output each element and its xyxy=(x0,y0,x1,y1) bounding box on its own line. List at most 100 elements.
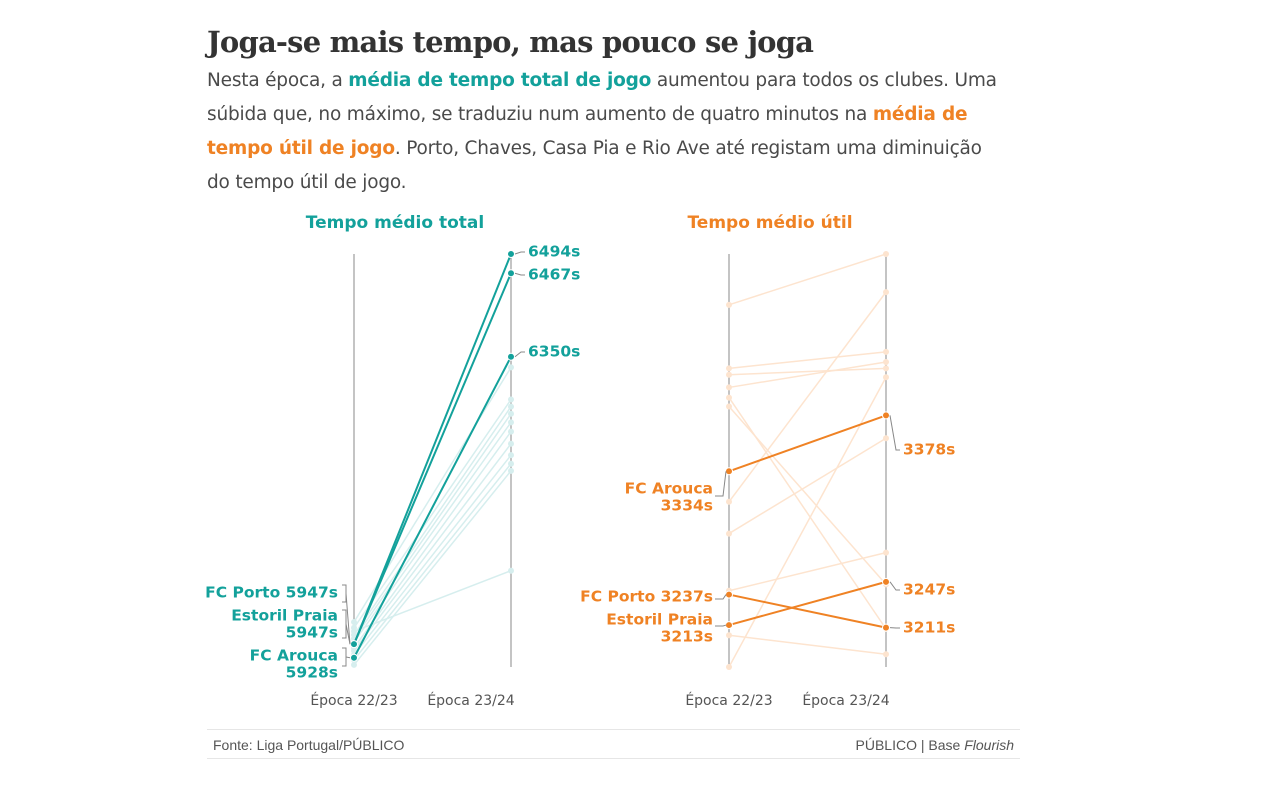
start-label: 3213s xyxy=(661,628,713,646)
start-label: 5928s xyxy=(286,664,338,682)
series-point xyxy=(883,289,889,296)
label-connector xyxy=(889,581,900,591)
series-point-highlight xyxy=(882,623,890,632)
label-connector xyxy=(715,594,727,600)
label-connector xyxy=(345,623,351,645)
series-line xyxy=(353,406,512,636)
series-point xyxy=(508,396,514,403)
series-point xyxy=(508,467,514,474)
series-line-highlight xyxy=(728,414,887,473)
label-connector xyxy=(514,351,525,358)
series-point xyxy=(883,359,889,366)
series-point xyxy=(726,301,732,308)
header: Joga-se mais tempo, mas pouco se joga Ne… xyxy=(207,22,1020,200)
series-point xyxy=(351,661,357,668)
start-label: 5947s xyxy=(286,624,338,642)
panel-title: Tempo médio útil xyxy=(687,213,852,233)
series-line xyxy=(353,413,512,639)
series-point xyxy=(726,371,732,378)
series-point xyxy=(508,567,514,574)
series-point xyxy=(726,384,732,391)
series-line xyxy=(728,367,887,376)
label-connector xyxy=(715,624,727,627)
subtitle-text-2: aumentou para todos os clubes. Uma súbid… xyxy=(207,70,997,125)
subtitle-text-1: Nesta época, a xyxy=(207,70,349,91)
subtitle-highlight-util: média de tempo útil de jogo xyxy=(207,104,968,159)
series-point-highlight xyxy=(350,640,358,649)
series-line xyxy=(728,405,887,585)
x-tick-label: Época 22/23 xyxy=(685,692,772,709)
series-line xyxy=(353,421,512,643)
chart-subtitle: Nesta época, a média de tempo total de j… xyxy=(207,64,997,200)
series-point xyxy=(883,374,889,381)
chart-title: Joga-se mais tempo, mas pouco se joga xyxy=(207,25,814,59)
series-line xyxy=(353,470,512,666)
series-point xyxy=(883,251,889,257)
series-line xyxy=(728,291,887,503)
series-point xyxy=(508,419,514,426)
series-line xyxy=(353,443,512,652)
series-line-highlight xyxy=(353,356,512,659)
series-point xyxy=(883,435,889,442)
series-line xyxy=(728,361,887,389)
series-line-highlight xyxy=(353,272,512,645)
series-point xyxy=(726,498,732,505)
label-connector xyxy=(514,251,525,255)
label-connector xyxy=(715,471,727,497)
label-connector xyxy=(345,593,351,645)
footer-credit-prefix: PÚBLICO | Base xyxy=(855,737,965,753)
series-point xyxy=(508,403,514,410)
series-point xyxy=(508,410,514,417)
series-point-highlight xyxy=(507,269,515,278)
end-label: 6494s xyxy=(528,243,580,261)
series-point-highlight xyxy=(507,250,515,258)
series-line xyxy=(728,551,887,592)
footer-source: Fonte: Liga Portugal/PÚBLICO xyxy=(213,737,405,753)
series-point xyxy=(726,632,732,639)
series-line xyxy=(728,634,887,656)
x-tick-label: Época 23/24 xyxy=(427,692,514,709)
label-connector xyxy=(889,415,900,451)
end-label: 3378s xyxy=(903,441,955,459)
footer: Fonte: Liga Portugal/PÚBLICO PÚBLICO | B… xyxy=(207,729,1020,759)
start-label: Estoril Praia xyxy=(231,607,338,625)
series-line xyxy=(353,431,512,649)
series-point-highlight xyxy=(725,590,733,599)
series-line xyxy=(728,351,887,370)
series-line-highlight xyxy=(728,593,887,629)
end-label: 6350s xyxy=(528,343,580,361)
series-point xyxy=(726,664,732,670)
label-bracket xyxy=(342,609,347,639)
start-label: FC Arouca xyxy=(625,480,713,498)
series-point xyxy=(883,651,889,658)
series-point-highlight xyxy=(507,352,515,361)
series-line-highlight xyxy=(728,580,887,627)
series-line xyxy=(728,253,887,306)
series-point xyxy=(726,394,732,401)
end-label: 3247s xyxy=(903,581,955,599)
series-line xyxy=(353,463,512,661)
slope-charts: Tempo médio total Época 22/23 Época 23/24 F… xyxy=(205,213,955,709)
series-point xyxy=(351,619,357,626)
series-point-highlight xyxy=(350,653,358,662)
label-bracket xyxy=(342,647,347,667)
series-line xyxy=(728,437,887,535)
start-label: 3334s xyxy=(661,497,713,515)
series-point xyxy=(883,348,889,355)
x-tick-label: Época 22/23 xyxy=(310,692,397,709)
footer-credit-flourish: Flourish xyxy=(964,737,1014,753)
series-line xyxy=(353,570,512,633)
series-point xyxy=(883,549,889,556)
series-point xyxy=(508,452,514,459)
series-line xyxy=(353,399,512,629)
subtitle-text-3: . Porto, Chaves, Casa Pia e Rio Ave até … xyxy=(207,138,982,193)
series-point xyxy=(351,628,357,635)
end-label: 6467s xyxy=(528,266,580,284)
series-line xyxy=(353,454,512,656)
start-label: FC Arouca xyxy=(250,647,338,665)
start-label: FC Porto 5947s xyxy=(205,584,338,602)
series-point xyxy=(726,530,732,537)
series-point xyxy=(726,403,732,410)
start-label: FC Porto 3237s xyxy=(580,588,713,606)
end-label: 3211s xyxy=(903,619,955,637)
